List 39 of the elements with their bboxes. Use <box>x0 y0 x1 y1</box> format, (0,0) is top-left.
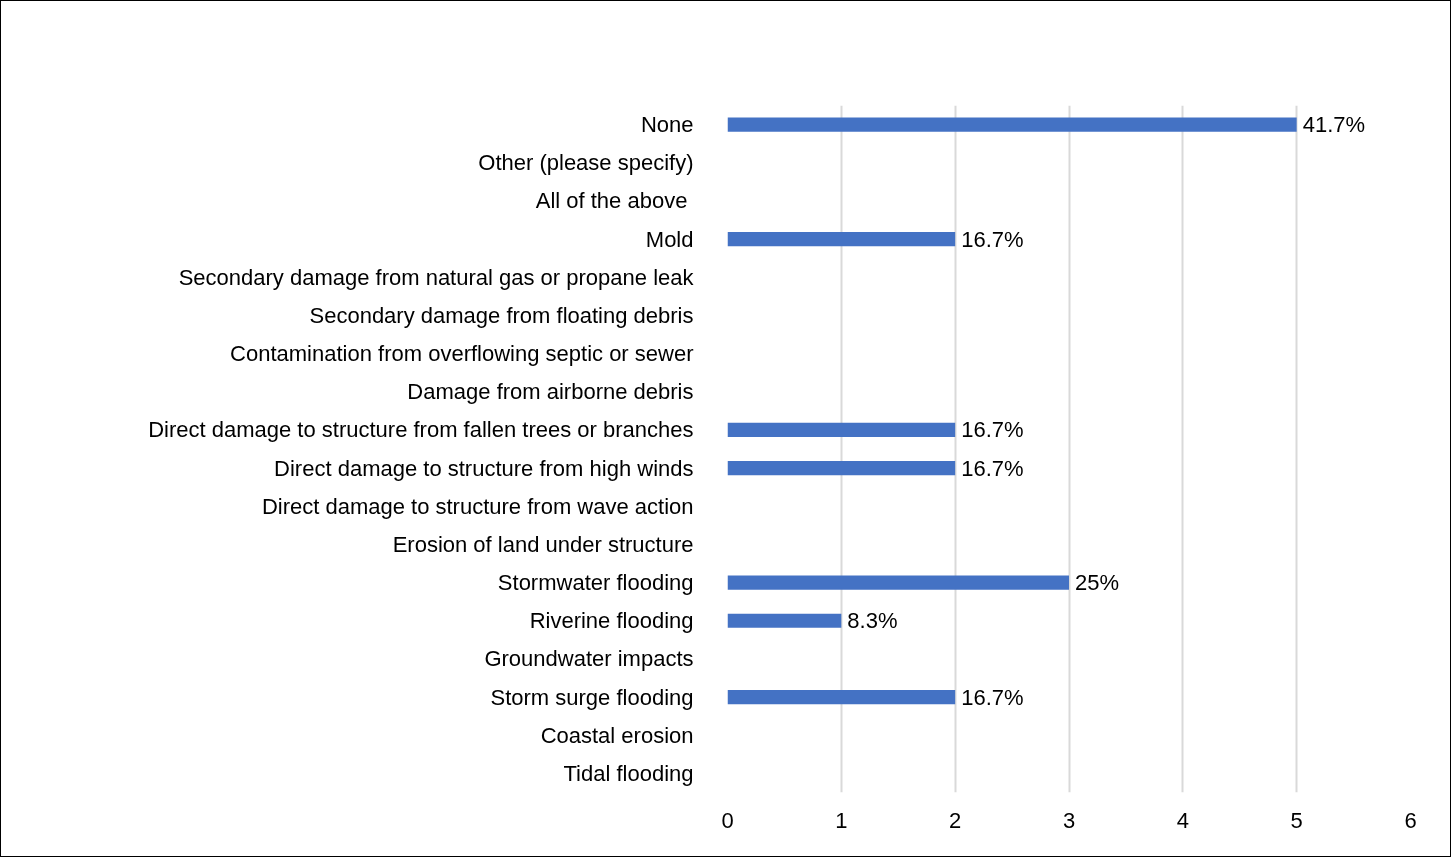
y-tick-label: Coastal erosion <box>540 722 694 748</box>
x-tick-label: 1 <box>835 807 848 833</box>
annotation: 8.3% <box>847 608 898 634</box>
bar <box>727 690 956 705</box>
y-tick-label: Direct damage to structure from wave action <box>261 493 694 519</box>
y-tick-label: Storm surge flooding <box>490 684 694 710</box>
y-tick-label: All of the above <box>535 188 688 214</box>
annotation: 16.7% <box>961 684 1024 710</box>
bar <box>727 117 1297 132</box>
y-tick-label: Secondary damage from natural gas or propane leak <box>178 264 695 290</box>
y-tick-label: Mold <box>645 226 694 252</box>
x-tick-label: 6 <box>1404 807 1417 833</box>
x-tick-label: 2 <box>949 807 962 833</box>
y-tick-label: Riverine flooding <box>529 608 694 634</box>
bar <box>727 575 1069 590</box>
annotation: 25% <box>1075 570 1120 596</box>
x-tick-label: 5 <box>1290 807 1303 833</box>
bar <box>727 232 956 247</box>
bar <box>727 422 956 437</box>
bar <box>727 461 956 476</box>
y-tick-label: Contamination from overflowing septic or sewer <box>230 341 694 367</box>
annotation: 16.7% <box>961 226 1024 252</box>
y-tick-label: Tidal flooding <box>563 760 694 786</box>
annotation: 16.7% <box>961 455 1024 481</box>
y-tick-label: Damage from airborne debris <box>407 379 694 405</box>
y-tick-label: Stormwater flooding <box>497 570 694 596</box>
annotation: 16.7% <box>961 417 1024 443</box>
y-tick-label: Direct damage to structure from high winds <box>274 455 694 481</box>
y-tick-label: Secondary damage from floating debris <box>309 302 694 328</box>
x-tick-label: 0 <box>721 807 734 833</box>
x-tick-label: 3 <box>1062 807 1076 833</box>
y-tick-label: Erosion of land under structure <box>392 531 694 557</box>
x-tick-label: 4 <box>1176 807 1189 833</box>
bar <box>727 613 842 628</box>
y-tick-label: Other (please specify) <box>478 150 694 176</box>
y-tick-label: None <box>640 112 694 138</box>
y-tick-label: Groundwater impacts <box>484 646 694 672</box>
annotation: 41.7% <box>1302 112 1366 138</box>
y-tick-label: Direct damage to structure from fallen trees or branches <box>148 417 694 443</box>
